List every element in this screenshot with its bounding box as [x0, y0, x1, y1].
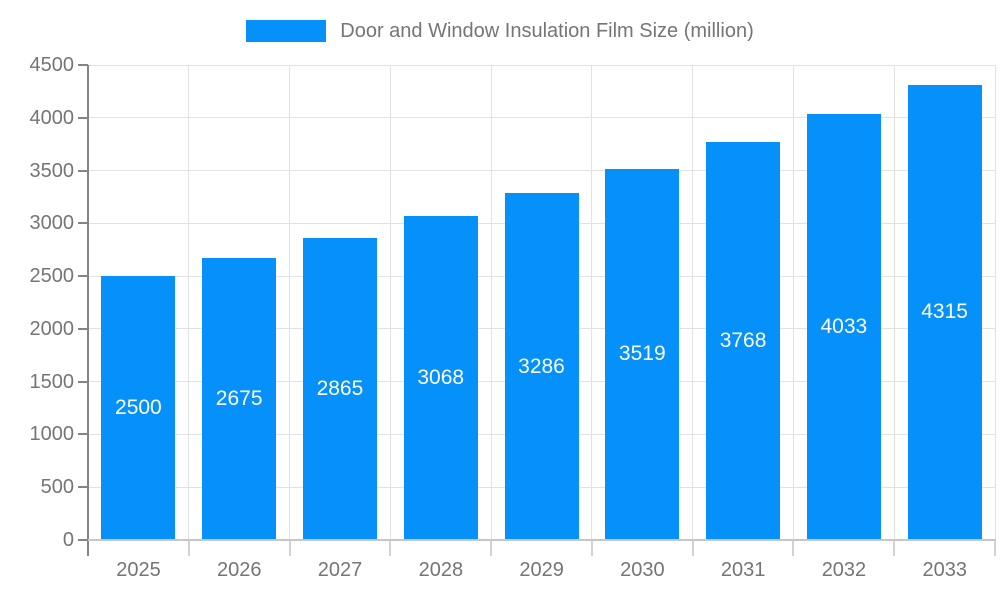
bar-value-label: 3519 — [618, 342, 666, 366]
legend-swatch — [246, 20, 327, 42]
y-axis-tick-label: 4000 — [29, 106, 75, 129]
v-gridline — [389, 65, 391, 540]
y-axis-tick-label: 0 — [62, 529, 74, 551]
y-axis-line — [87, 65, 89, 556]
bar: 3519 — [605, 168, 680, 540]
bar-value-label: 2500 — [115, 396, 162, 420]
plot-area: 2500 2675 2865 3068 3286 3519 3768 4033 4315 — [88, 64, 996, 540]
y-axis-tick-label: 3500 — [29, 159, 75, 182]
x-axis-tick-label: 2028 — [418, 559, 464, 581]
legend[interactable]: Door and Window Insulation Film Size (mi… — [0, 18, 1000, 44]
bar: 4315 — [907, 84, 982, 540]
bar-value-label: 3286 — [518, 354, 565, 378]
v-gridline — [490, 65, 492, 540]
v-gridline — [289, 65, 291, 540]
x-axis-tick — [691, 541, 694, 556]
y-axis-tick-label: 3000 — [29, 212, 75, 235]
y-axis-tick — [78, 275, 88, 278]
x-axis-tick-label: 2032 — [821, 559, 867, 581]
y-axis-tick — [78, 169, 88, 172]
y-axis-tick-label: 1000 — [29, 423, 75, 446]
x-axis-tick — [389, 541, 392, 556]
h-gridline — [88, 117, 995, 119]
y-axis-tick — [78, 486, 88, 489]
v-gridline — [188, 65, 190, 540]
x-axis-tick-label: 2033 — [922, 559, 967, 581]
x-axis-tick-label: 2029 — [519, 559, 564, 581]
v-gridline — [591, 65, 593, 540]
x-axis-tick-label: 2025 — [116, 559, 161, 581]
bar: 3068 — [403, 216, 478, 540]
y-axis-tick-label: 500 — [40, 476, 74, 499]
v-gridline — [692, 65, 694, 540]
x-axis-line — [88, 539, 996, 541]
bar-value-label: 2675 — [215, 386, 263, 410]
y-axis-tick — [78, 222, 88, 225]
bar-value-label: 4033 — [820, 315, 868, 339]
y-axis-tick-label: 1500 — [29, 370, 75, 393]
y-axis-tick — [78, 64, 88, 66]
v-gridline — [792, 65, 794, 540]
x-axis-tick — [288, 541, 291, 556]
y-axis-tick-label: 2000 — [29, 317, 75, 340]
y-axis-tick — [78, 116, 88, 119]
bar-value-label: 4315 — [921, 300, 968, 324]
h-gridline — [88, 64, 995, 66]
bar: 2865 — [302, 237, 377, 540]
bar-value-label: 2865 — [316, 376, 364, 400]
bar: 2500 — [101, 276, 176, 540]
y-axis-tick — [78, 327, 88, 330]
x-axis-tick-label: 2027 — [317, 559, 363, 581]
bar: 4033 — [806, 114, 881, 540]
x-axis-tick — [590, 541, 593, 556]
bar: 3768 — [706, 142, 781, 540]
x-axis-tick-label: 2026 — [217, 559, 262, 581]
x-axis-tick-label: 2031 — [720, 559, 766, 581]
x-axis-tick — [792, 541, 795, 556]
v-gridline — [994, 65, 996, 540]
bar-value-label: 3068 — [417, 366, 465, 390]
bar: 2675 — [202, 257, 277, 540]
x-axis-tick — [490, 541, 493, 556]
x-axis-tick-label: 2030 — [620, 559, 665, 581]
x-axis-tick — [994, 541, 996, 556]
x-axis-tick — [187, 541, 190, 556]
y-axis-tick — [78, 539, 88, 541]
y-axis-tick — [78, 380, 88, 383]
y-axis-tick-label: 2500 — [29, 265, 75, 288]
v-gridline — [893, 65, 895, 540]
bar: 3286 — [504, 193, 579, 540]
h-gridline — [88, 170, 995, 172]
legend-label: Door and Window Insulation Film Size (mi… — [340, 20, 754, 42]
y-axis-tick-label: 4500 — [29, 54, 75, 76]
y-axis-tick — [78, 433, 88, 436]
x-axis-tick — [893, 541, 896, 556]
bar-value-label: 3768 — [719, 329, 767, 353]
